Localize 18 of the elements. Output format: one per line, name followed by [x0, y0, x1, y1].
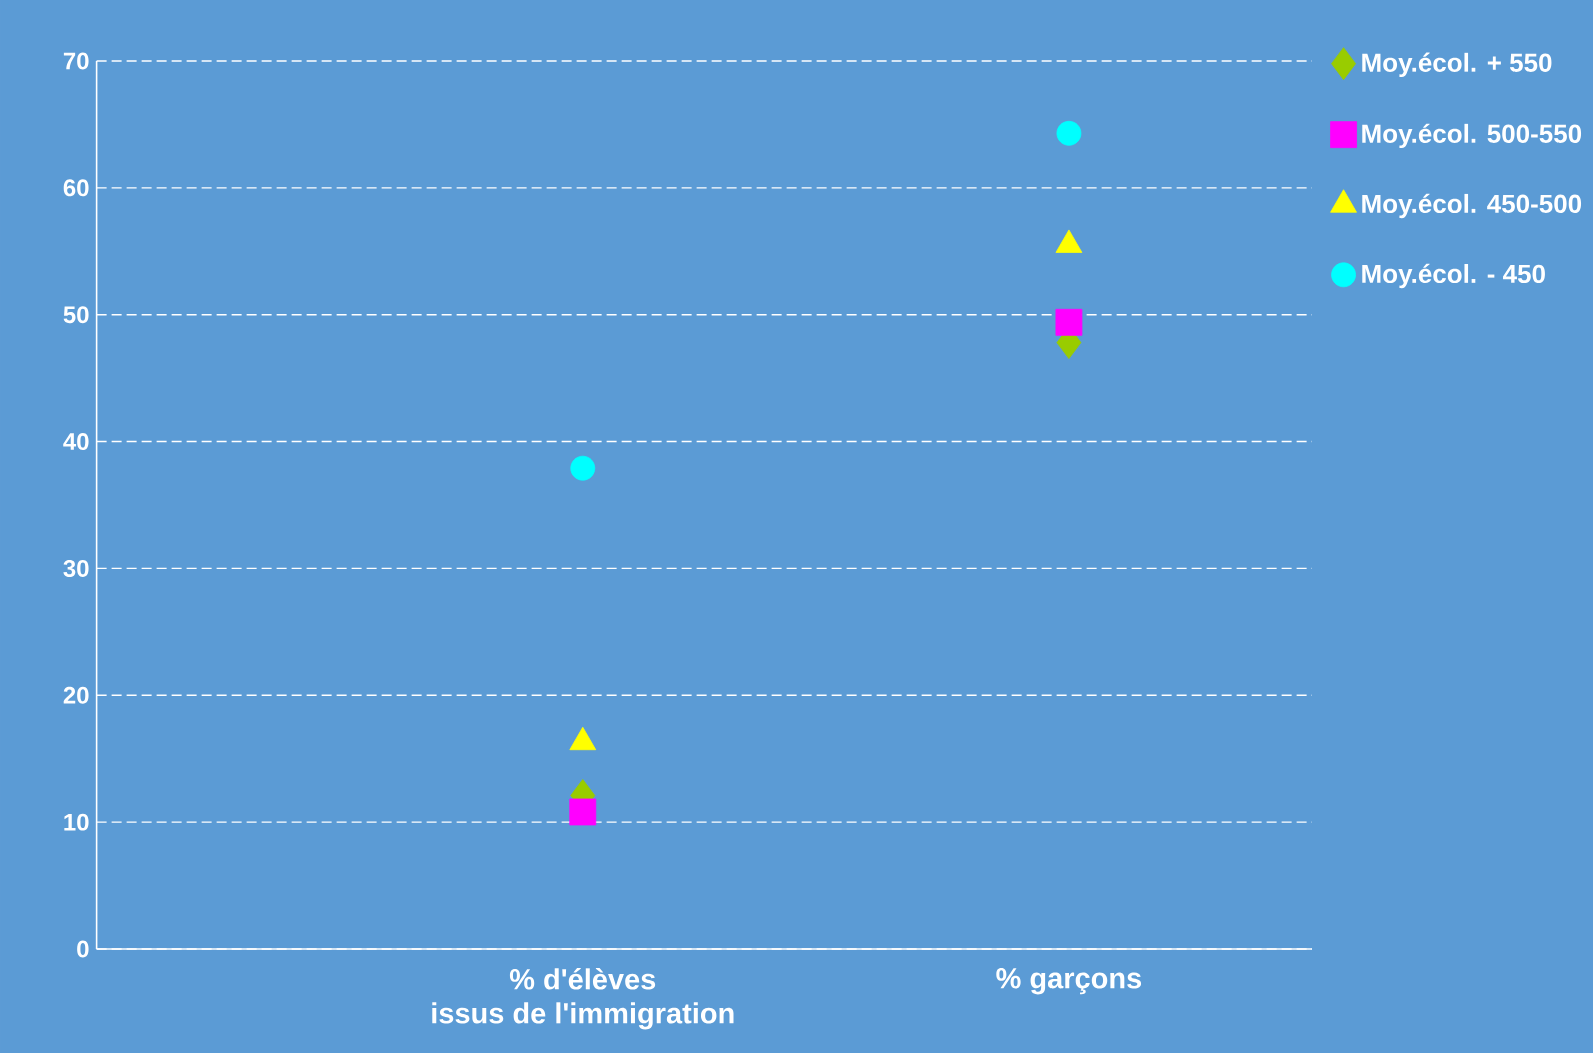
legend-label: Moy.écol. + 550 — [1362, 52, 1552, 78]
y-tick-label: 60 — [63, 179, 89, 197]
y-tick-label: 40 — [63, 433, 89, 451]
point — [1055, 308, 1083, 336]
legend-label: Moy.écol. - 450 — [1362, 263, 1545, 289]
point — [569, 798, 597, 826]
x-tick-label: % d'élèves issus de l'immigration — [432, 968, 734, 1030]
point — [1056, 120, 1082, 146]
y-tick-label: 50 — [63, 306, 89, 324]
y-tick-label: 30 — [63, 559, 89, 577]
point — [570, 455, 596, 481]
legend-label: Moy.écol. 450-500 — [1362, 193, 1582, 219]
y-tick-label: 70 — [63, 52, 89, 70]
legend-label: Moy.écol. 500-550 — [1362, 123, 1582, 149]
y-tick-label: 0 — [77, 940, 89, 958]
y-tick-label: 20 — [63, 686, 89, 704]
x-tick-label: % garçons — [996, 968, 1142, 995]
y-tick-label: 10 — [64, 813, 89, 831]
